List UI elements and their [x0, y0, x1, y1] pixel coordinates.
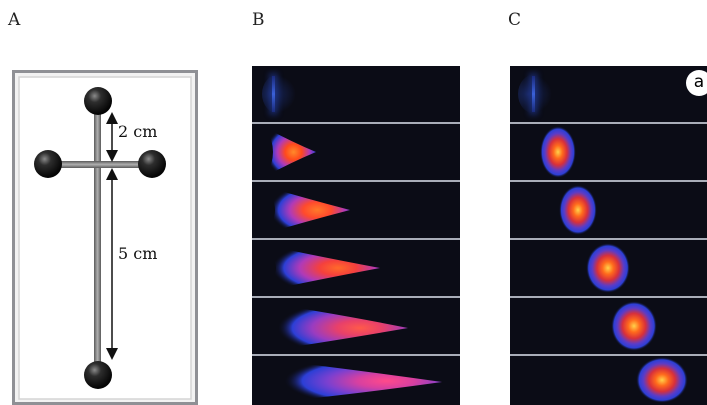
left-sphere-electrode-icon [34, 150, 62, 178]
panel-c-separator [510, 180, 707, 182]
panel-c-blob-2 [540, 126, 576, 178]
panel-b-faint-glow [262, 74, 296, 114]
short-spacing-label: 2 cm [118, 122, 158, 141]
panel-b-frame-5 [252, 298, 460, 354]
panel-b-separator [252, 238, 460, 240]
panel-b-separator [252, 296, 460, 298]
panel-b-plume-5 [258, 302, 408, 352]
panel-c-separator [510, 122, 707, 124]
device-diagram [12, 70, 198, 405]
panel-b-plume-3 [264, 186, 350, 234]
panel-b-separator [252, 354, 460, 356]
panel-b-separator [252, 122, 460, 124]
right-sphere-electrode-icon [138, 150, 166, 178]
panel-c-frame-2 [510, 124, 707, 180]
panel-b-frame-6 [252, 356, 460, 405]
panel-c-frame-5 [510, 298, 707, 354]
vertical-rod [94, 102, 101, 378]
bottom-sphere-electrode-icon [84, 361, 112, 389]
device-inner-plate [18, 76, 192, 400]
panel-c-blob-5 [611, 301, 657, 351]
long-spacing-label: 5 cm [118, 244, 158, 263]
panel-c-frame-4 [510, 240, 707, 296]
panel-c-initial-line [532, 76, 535, 112]
panel-c-separator [510, 238, 707, 240]
panel-c-frame-6 [510, 356, 707, 405]
panel-label-a: A [8, 10, 21, 30]
panel-b-frame-3 [252, 182, 460, 238]
panel-b-image-stack [252, 66, 460, 405]
panel-c-blob-6 [636, 357, 688, 403]
panel-c-faint-glow [518, 74, 552, 114]
panel-c-blob-3 [559, 185, 597, 235]
panel-label-b: B [252, 10, 265, 30]
panel-label-c: C [508, 10, 522, 30]
horizontal-rod [46, 161, 152, 168]
panel-b-initial-line [272, 76, 275, 112]
panel-c-separator [510, 354, 707, 356]
panel-b-plume-6 [256, 358, 442, 404]
panel-c-image-stack: a [510, 66, 707, 405]
panel-b-plume-4 [260, 244, 380, 292]
panel-c-frame-3 [510, 182, 707, 238]
panel-c-corner-badge: a [686, 70, 707, 96]
panel-c-frame-1: a [510, 66, 707, 122]
panel-c-separator [510, 296, 707, 298]
panel-c-blob-4 [586, 243, 630, 293]
panel-b-separator [252, 180, 460, 182]
panel-b-frame-2 [252, 124, 460, 180]
top-sphere-electrode-icon [84, 87, 112, 115]
panel-b-plume-2 [266, 128, 316, 176]
panel-b-frame-1 [252, 66, 460, 122]
panel-b-frame-4 [252, 240, 460, 296]
panel-a-device-figure: 2 cm 5 cm [12, 70, 198, 405]
